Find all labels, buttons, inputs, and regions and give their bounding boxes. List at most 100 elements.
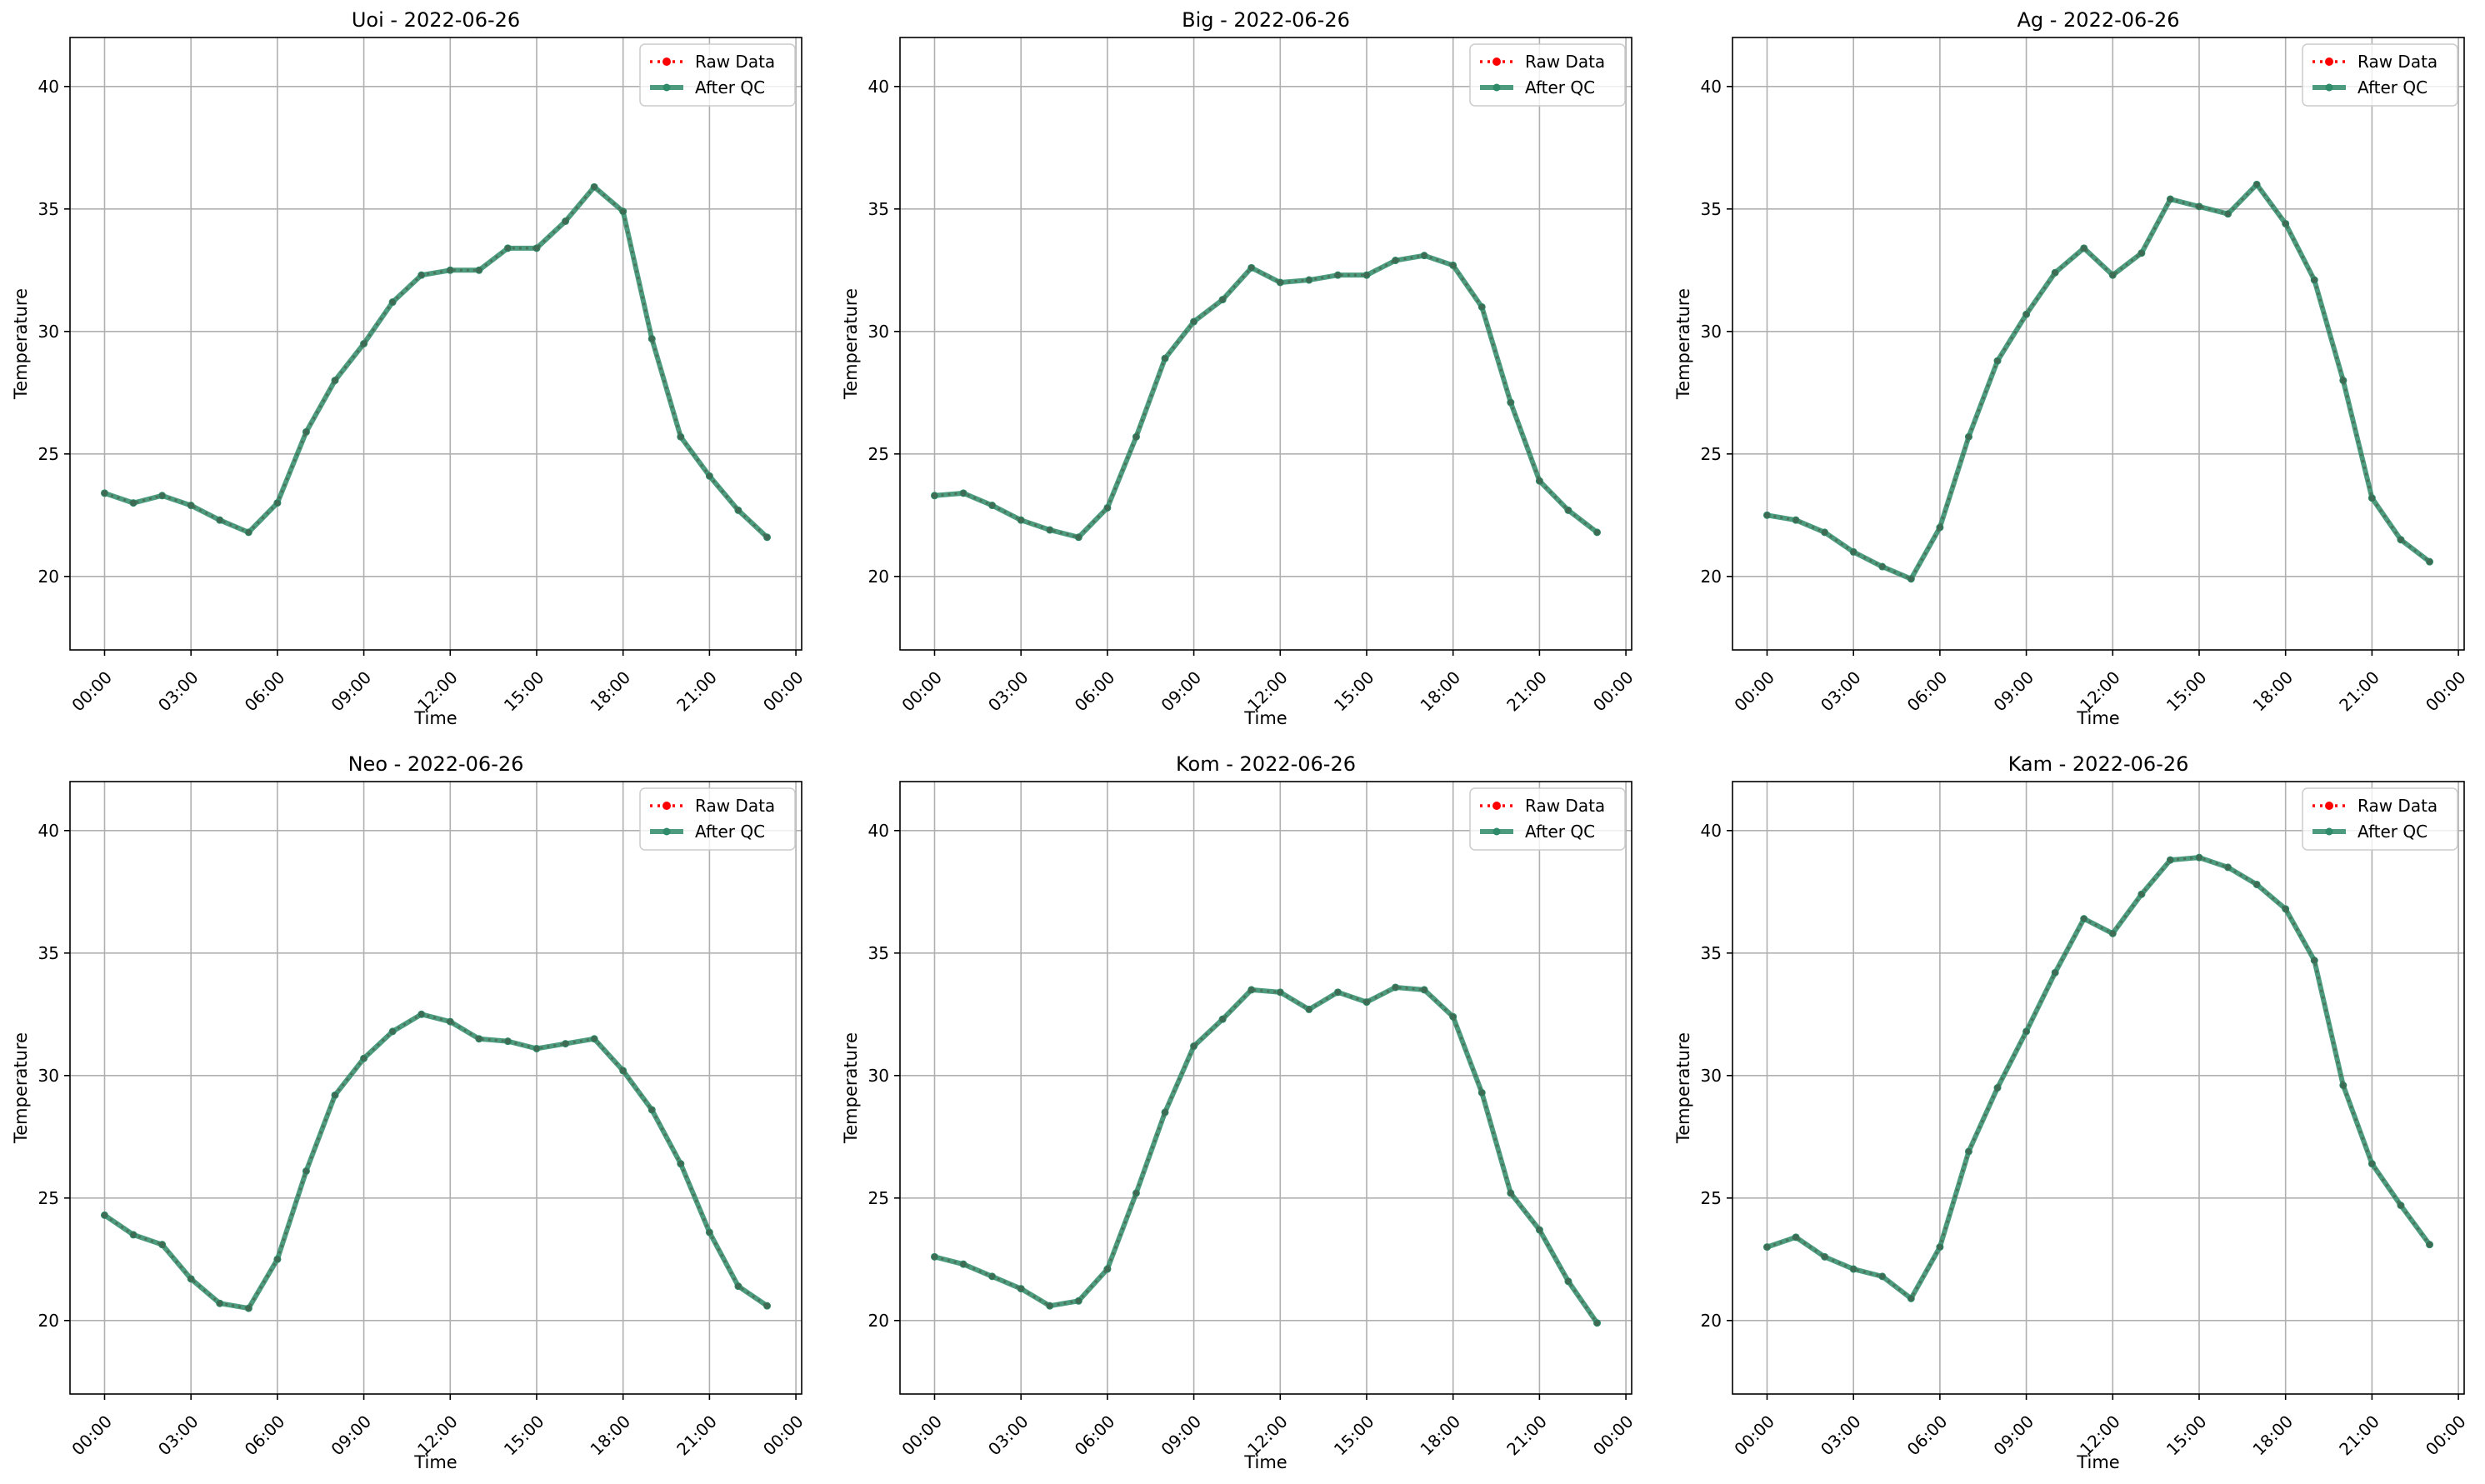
x-tick-label: 15:00 xyxy=(1330,667,1378,716)
y-axis-label: Temperature xyxy=(841,1032,861,1144)
y-tick-label: 35 xyxy=(1701,943,1722,963)
y-axis-label: Temperature xyxy=(841,288,861,400)
x-tick-label: 03:00 xyxy=(1817,667,1865,716)
y-tick-label: 40 xyxy=(1701,77,1722,97)
data-point-raw-data xyxy=(1508,399,1514,406)
data-point-raw-data xyxy=(1162,355,1168,362)
y-tick-label: 30 xyxy=(38,322,59,342)
data-point-raw-data xyxy=(389,1028,396,1035)
x-tick-label: 00:00 xyxy=(2422,1412,2470,1460)
data-point-raw-data xyxy=(1763,1244,1770,1251)
y-axis-label: Temperature xyxy=(1673,1032,1693,1144)
legend-box xyxy=(639,43,796,107)
data-point-raw-data xyxy=(1937,524,1943,531)
data-point-raw-data xyxy=(1219,297,1226,303)
subplot-title: Ag - 2022-06-26 xyxy=(2017,8,2179,32)
y-tick-label: 20 xyxy=(868,1311,889,1331)
data-point-raw-data xyxy=(2052,269,2058,276)
legend: Raw Data After QC xyxy=(2302,787,2458,851)
x-tick-label: 18:00 xyxy=(1416,1412,1464,1460)
axes-frame xyxy=(1732,37,2465,651)
y-axis-label: Temperature xyxy=(1673,288,1693,400)
y-tick-label: 25 xyxy=(38,1188,59,1208)
legend-raw-marker xyxy=(1492,802,1501,810)
data-point-raw-data xyxy=(2368,495,2375,502)
data-point-raw-data xyxy=(245,1305,252,1312)
series-line-raw-data xyxy=(934,986,1598,1324)
legend-qc-label: After QC xyxy=(695,822,765,842)
data-point-raw-data xyxy=(2196,854,2202,861)
data-point-raw-data xyxy=(2340,377,2347,384)
data-point-raw-data xyxy=(274,1256,281,1262)
series-line-raw-data xyxy=(934,254,1598,539)
y-tick-label: 20 xyxy=(1701,1311,1722,1331)
legend: Raw Data After QC xyxy=(639,787,796,851)
x-tick-label: 09:00 xyxy=(1989,667,2038,716)
x-tick-label: 00:00 xyxy=(898,667,946,716)
y-tick-label: 20 xyxy=(38,567,59,587)
legend-raw-label: Raw Data xyxy=(695,796,775,816)
data-point-raw-data xyxy=(332,377,338,384)
data-point-raw-data xyxy=(159,492,166,499)
x-tick-label: 15:00 xyxy=(2162,1412,2211,1460)
data-point-raw-data xyxy=(678,1161,684,1167)
legend-qc-marker xyxy=(1492,83,1501,92)
data-point-raw-data xyxy=(764,534,771,541)
subplot-title: Kam - 2022-06-26 xyxy=(2008,752,2189,776)
data-point-raw-data xyxy=(1908,576,1914,582)
axes-frame xyxy=(899,37,1632,651)
y-tick-label: 20 xyxy=(1701,567,1722,587)
data-point-raw-data xyxy=(1047,1302,1053,1309)
x-tick-label: 06:00 xyxy=(1071,1412,1119,1460)
legend-raw-label: Raw Data xyxy=(1525,796,1605,816)
y-tick-label: 30 xyxy=(1701,1066,1722,1086)
data-point-raw-data xyxy=(960,1261,967,1267)
y-tick-label: 30 xyxy=(868,1066,889,1086)
data-point-raw-data xyxy=(418,272,425,278)
x-tick-label: 09:00 xyxy=(327,667,375,716)
x-axis-label: Time xyxy=(2076,708,2119,728)
legend-qc-marker xyxy=(2325,827,2333,836)
x-tick-label: 00:00 xyxy=(1589,1412,1638,1460)
y-tick-label: 30 xyxy=(868,322,889,342)
data-point-raw-data xyxy=(1937,1244,1943,1251)
data-point-raw-data xyxy=(1162,1109,1168,1116)
data-point-raw-data xyxy=(504,1038,511,1045)
data-point-raw-data xyxy=(1536,477,1542,484)
data-point-raw-data xyxy=(1075,1297,1082,1304)
x-axis-label: Time xyxy=(413,708,457,728)
y-tick-label: 30 xyxy=(38,1066,59,1086)
data-point-raw-data xyxy=(1191,1043,1198,1050)
data-point-raw-data xyxy=(989,1273,996,1280)
data-point-raw-data xyxy=(678,433,684,440)
subplot-title: Uoi - 2022-06-26 xyxy=(352,8,520,32)
subplot-title: Big - 2022-06-26 xyxy=(1182,8,1350,32)
data-point-raw-data xyxy=(2398,1202,2404,1209)
x-tick-label: 09:00 xyxy=(1989,1412,2038,1460)
data-point-raw-data xyxy=(1792,517,1799,523)
x-tick-label: 21:00 xyxy=(672,1412,721,1460)
subplot-title: Kom - 2022-06-26 xyxy=(1176,752,1356,776)
data-point-raw-data xyxy=(2052,969,2058,976)
data-point-raw-data xyxy=(1850,1266,1857,1272)
data-point-raw-data xyxy=(332,1092,338,1098)
data-point-raw-data xyxy=(2138,250,2145,257)
legend-box xyxy=(639,787,796,851)
y-tick-label: 25 xyxy=(38,444,59,464)
x-tick-label: 21:00 xyxy=(1502,1412,1551,1460)
legend-raw-marker xyxy=(662,57,671,66)
data-point-raw-data xyxy=(1450,262,1457,268)
data-point-raw-data xyxy=(1908,1295,1914,1302)
data-point-raw-data xyxy=(2311,957,2318,964)
data-point-raw-data xyxy=(764,1302,771,1309)
legend-box xyxy=(1469,787,1626,851)
data-point-raw-data xyxy=(1822,1253,1828,1260)
x-tick-label: 15:00 xyxy=(500,667,548,716)
data-point-raw-data xyxy=(620,1067,627,1074)
data-point-raw-data xyxy=(1536,1227,1542,1233)
legend-raw-label: Raw Data xyxy=(695,52,775,72)
legend-box xyxy=(1469,43,1626,107)
data-point-raw-data xyxy=(1104,504,1111,511)
